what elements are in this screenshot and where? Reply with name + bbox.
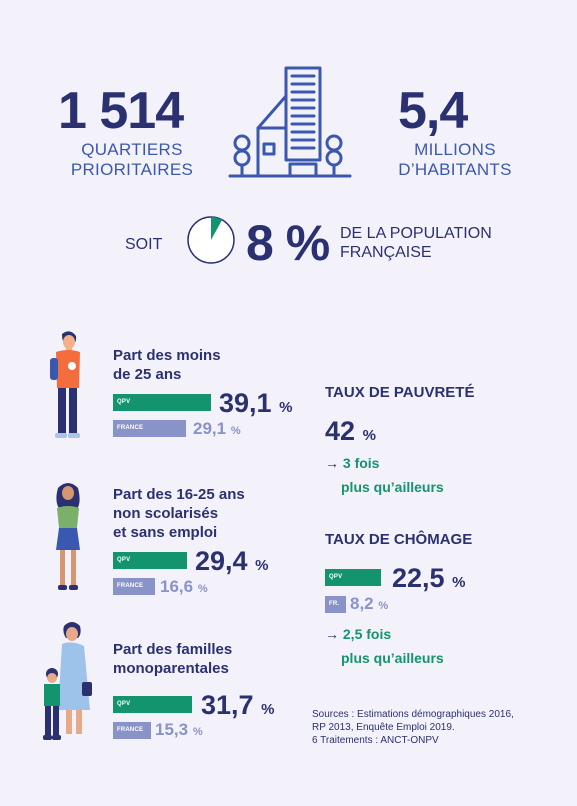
habitants-number: 5,4: [398, 82, 468, 140]
qpv-value: 31,7 %: [201, 690, 275, 720]
chomage-note: → 2,5 fois plus qu’ailleurs: [325, 626, 444, 666]
indicator-label: Part des 16-25 ans non scolarisés et san…: [113, 486, 245, 541]
france-bar: FRANCE: [113, 578, 155, 595]
quartiers-number: 1 514: [58, 82, 184, 140]
qpv-value: 39,1 %: [219, 388, 293, 418]
qpv-bar: QPV: [113, 696, 193, 713]
habitants-caption: MILLIONS D’HABITANTS: [398, 140, 512, 179]
indicator-label: Part des familles monoparentales: [113, 641, 233, 677]
pie-icon: [187, 216, 235, 264]
soit-caption: DE LA POPULATION FRANÇAISE: [340, 225, 492, 261]
sources: Sources : Estimations démographiques 201…: [312, 709, 514, 746]
boy-icon: [50, 331, 80, 438]
chomage-title: TAUX DE CHÔMAGE: [325, 531, 473, 548]
soit-percent: 8 %: [246, 215, 330, 271]
mother-child-icon: [43, 622, 92, 740]
chomage-france-value: 8,2 %: [350, 594, 389, 613]
france-bar: FRANCE: [113, 420, 186, 437]
girl-icon: [56, 483, 80, 590]
chomage-france-bar: FR.: [325, 596, 346, 613]
quartiers-caption: QUARTIERS PRIORITAIRES: [70, 140, 194, 179]
building-icon: [228, 66, 352, 178]
pauvrete-title: TAUX DE PAUVRETÉ: [325, 384, 475, 401]
chomage-qpv-value: 22,5 %: [392, 563, 466, 593]
france-value: 16,6 %: [160, 577, 208, 596]
qpv-bar: QPV: [113, 552, 187, 569]
france-bar: FRANCE: [113, 722, 152, 739]
chomage-qpv-bar: QPV: [325, 569, 382, 586]
pauvrete-value: 42 %: [325, 416, 376, 446]
soit-label: SOIT: [125, 236, 163, 253]
qpv-bar: QPV: [113, 394, 211, 411]
france-value: 15,3 %: [155, 720, 203, 739]
pauvrete-note: → 3 fois plus qu’ailleurs: [325, 455, 444, 495]
france-value: 29,1 %: [193, 419, 241, 438]
indicator-label: Part des moins de 25 ans: [113, 347, 221, 383]
qpv-value: 29,4 %: [195, 546, 269, 576]
